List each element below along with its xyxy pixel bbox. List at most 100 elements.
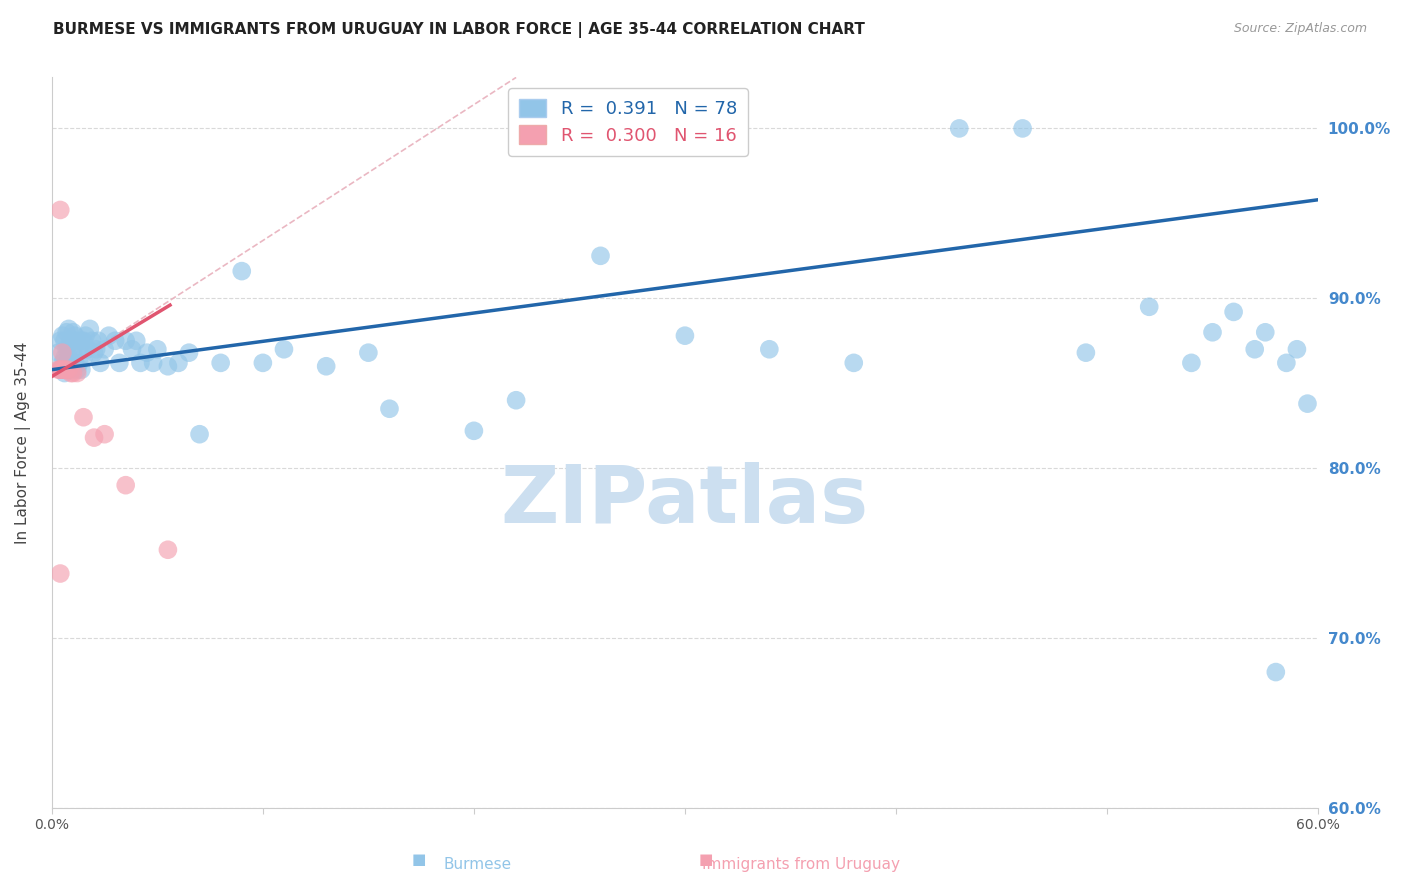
Point [463,424,485,438]
Point [49,334,72,348]
Point [46,345,69,359]
Point [51,345,73,359]
Point [1296,397,1319,411]
Point [156,542,179,557]
Point [142,356,165,370]
Point [46,362,69,376]
Point [80,334,103,348]
Point [177,345,200,359]
Point [53,366,76,380]
Point [62,326,84,340]
Point [72,410,94,425]
Point [79,322,101,336]
Point [167,356,190,370]
Point [49,362,72,376]
Point [1137,300,1160,314]
Point [673,328,696,343]
Point [231,264,253,278]
Text: ZIPatlas: ZIPatlas [501,462,869,541]
Point [842,356,865,370]
Point [53,362,76,376]
Point [273,343,295,357]
Point [53,351,76,365]
Point [66,334,89,348]
Point [66,362,89,376]
Point [378,401,401,416]
Point [55,356,77,370]
Point [589,249,612,263]
Point [125,334,148,348]
Point [104,334,127,348]
Point [1285,343,1308,357]
Text: BURMESE VS IMMIGRANTS FROM URUGUAY IN LABOR FORCE | AGE 35-44 CORRELATION CHART: BURMESE VS IMMIGRANTS FROM URUGUAY IN LA… [53,22,865,38]
Point [75,328,97,343]
Point [55,362,77,376]
Point [114,334,136,348]
Point [1011,121,1033,136]
Point [59,334,82,348]
Point [76,343,98,357]
Text: Immigrants from Uruguay: Immigrants from Uruguay [703,857,900,872]
Point [121,343,143,357]
Point [49,362,72,376]
Point [1264,665,1286,679]
Text: ■: ■ [412,852,426,867]
Point [1222,305,1244,319]
Legend: R =  0.391   N = 78, R =  0.300   N = 16: R = 0.391 N = 78, R = 0.300 N = 16 [508,88,748,155]
Point [1180,356,1202,370]
Point [58,362,80,376]
Point [188,427,211,442]
Point [97,328,120,343]
Point [62,345,84,359]
Point [948,121,970,136]
Point [1201,326,1223,340]
Point [67,343,90,357]
Point [1074,345,1097,359]
Point [55,343,77,357]
Point [1243,343,1265,357]
Point [63,356,86,370]
Text: Source: ZipAtlas.com: Source: ZipAtlas.com [1233,22,1367,36]
Point [93,343,115,357]
Point [108,356,131,370]
Point [49,566,72,581]
Point [1254,326,1277,340]
Text: ■: ■ [699,852,713,867]
Point [83,431,105,445]
Point [93,427,115,442]
Point [59,366,82,380]
Point [505,393,527,408]
Point [53,334,76,348]
Point [83,345,105,359]
Point [59,359,82,374]
Point [70,362,93,376]
Point [51,356,73,370]
Point [758,343,780,357]
Point [87,334,110,348]
Point [89,356,111,370]
Point [58,322,80,336]
Point [114,478,136,492]
Point [72,351,94,365]
Point [146,343,169,357]
Point [1275,356,1298,370]
Text: Burmese: Burmese [444,857,512,872]
Point [67,356,90,370]
Point [49,202,72,217]
Point [84,343,107,357]
Point [62,366,84,380]
Point [72,334,94,348]
Point [58,343,80,357]
Point [315,359,337,374]
Point [58,362,80,376]
Point [62,362,84,376]
Point [55,326,77,340]
Point [209,356,232,370]
Y-axis label: In Labor Force | Age 35-44: In Labor Force | Age 35-44 [15,342,31,544]
Point [129,356,152,370]
Point [135,345,157,359]
Point [357,345,380,359]
Point [51,362,73,376]
Point [70,334,93,348]
Point [49,362,72,376]
